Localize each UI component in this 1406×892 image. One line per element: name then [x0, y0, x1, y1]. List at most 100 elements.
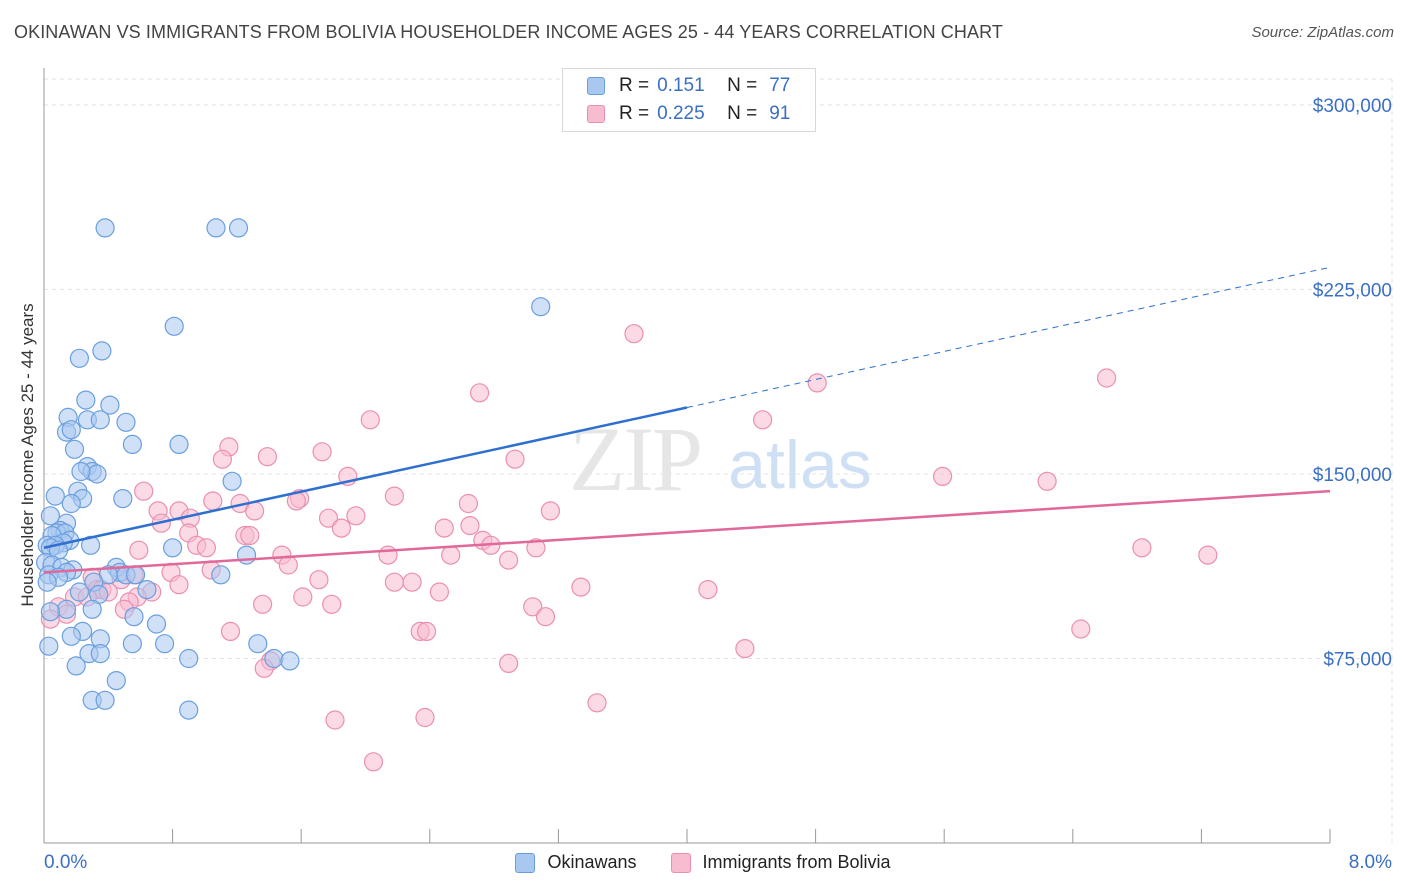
okinawan-point	[69, 348, 90, 368]
bolivia-point	[331, 518, 351, 538]
legend-row-okinawan: R = 0.151 N = 77	[587, 74, 790, 98]
bolivia-point	[253, 594, 273, 614]
bolivia-point	[312, 442, 332, 462]
bolivia-point	[526, 538, 546, 558]
bolivia-point	[293, 587, 313, 607]
okinawan-trend-line	[43, 406, 688, 549]
okinawan-point	[61, 420, 81, 440]
bolivia-point	[1096, 368, 1117, 388]
n-label: N =	[727, 75, 758, 96]
watermark-zip: ZIP	[569, 408, 701, 510]
okinawan-point	[80, 535, 101, 555]
okinawan-point	[137, 579, 157, 600]
okinawan-point	[37, 572, 57, 592]
okinawan-point	[264, 648, 284, 669]
okinawan-point	[146, 614, 167, 634]
y-tick-label: $225,000	[1313, 280, 1392, 301]
okinawan-point	[155, 634, 175, 654]
okinawan-points	[35, 218, 551, 720]
bolivia-point	[309, 570, 329, 590]
bolivia-point	[318, 508, 339, 528]
bolivia-point	[470, 383, 490, 403]
source-credit: Source: ZipAtlas.com	[1251, 24, 1394, 41]
bolivia-point	[245, 501, 265, 521]
y-tick-label: $150,000	[1313, 465, 1392, 486]
chart-title: OKINAWAN VS IMMIGRANTS FROM BOLIVIA HOUS…	[14, 22, 1003, 42]
okinawan-point	[228, 218, 249, 238]
bolivia-point	[322, 594, 342, 614]
okinawan-trend-extension	[686, 266, 1331, 409]
bolivia-point	[415, 707, 435, 728]
legend-item-okinawans[interactable]: Okinawans	[515, 852, 637, 873]
r-label: R =	[619, 103, 650, 124]
okinawan-point	[45, 486, 65, 506]
bolivia-point	[384, 486, 404, 506]
okinawan-point	[90, 643, 110, 664]
okinawan-point	[64, 439, 85, 459]
okinawan-point	[71, 461, 91, 482]
okinawan-point	[95, 690, 115, 710]
x-tick-label-min: 0.0%	[44, 852, 87, 873]
okinawan-point	[122, 634, 142, 654]
y-tick-labels: $75,000 $150,000 $225,000 $300,000	[1313, 96, 1392, 671]
bolivia-point	[1198, 545, 1218, 565]
okinawan-point	[87, 464, 107, 484]
okinawan-point	[163, 538, 183, 558]
x-tick-labels: 0.0% 8.0%	[44, 852, 1392, 873]
okinawan-point	[76, 390, 96, 410]
n-label: N =	[727, 103, 758, 124]
legend-label-bolivia: Immigrants from Bolivia	[702, 852, 891, 872]
legend-swatch-okinawan	[587, 77, 605, 95]
correlation-legend: R = 0.151 N = 77 R = 0.225 N = 91	[562, 68, 816, 132]
bolivia-point	[698, 579, 718, 600]
series-legend: Okinawans Immigrants from Bolivia	[0, 852, 1406, 873]
okinawan-point	[169, 434, 189, 454]
okinawan-point	[66, 656, 86, 676]
bolivia-point	[378, 545, 398, 565]
bolivia-point	[540, 501, 561, 521]
y-tick-label: $300,000	[1313, 96, 1392, 117]
okinawan-point	[40, 602, 61, 622]
legend-item-bolivia[interactable]: Immigrants from Bolivia	[670, 852, 891, 873]
bolivia-point	[169, 575, 189, 595]
legend-swatch-bolivia	[670, 852, 691, 873]
n-value: 91	[769, 103, 791, 124]
okinawan-point	[116, 412, 136, 432]
r-label: R =	[619, 75, 650, 96]
okinawan-point	[40, 506, 61, 526]
bolivia-point	[932, 466, 953, 486]
grid-lines	[44, 78, 1393, 843]
bolivia-point	[499, 653, 519, 674]
okinawan-point	[122, 434, 142, 454]
okinawan-point	[179, 648, 199, 669]
bolivia-point	[212, 449, 232, 469]
bolivia-trend-line	[43, 489, 1331, 574]
bolivia-point	[499, 550, 519, 570]
bolivia-point	[417, 621, 437, 642]
okinawan-point	[124, 607, 144, 627]
okinawan-point	[126, 565, 146, 585]
okinawan-point	[56, 599, 77, 619]
trend-lines	[43, 266, 1331, 574]
okinawan-point	[69, 582, 90, 602]
okinawan-point	[531, 297, 551, 317]
bolivia-point	[735, 638, 755, 659]
bolivia-point	[441, 545, 461, 565]
bolivia-point	[624, 324, 644, 344]
okinawan-point	[222, 471, 242, 491]
legend-label-okinawans: Okinawans	[547, 852, 637, 872]
bolivia-point	[196, 538, 216, 558]
bolivia-point	[458, 493, 478, 514]
legend-swatch-bolivia	[587, 105, 605, 123]
okinawan-point	[211, 565, 231, 585]
watermark: ZIP atlas	[569, 408, 872, 510]
okinawan-point	[100, 395, 120, 415]
bolivia-points	[40, 324, 1218, 772]
bolivia-point	[505, 449, 525, 469]
okinawan-point	[61, 493, 81, 514]
okinawan-point	[39, 636, 59, 656]
okinawan-point	[82, 599, 102, 619]
bolivia-point	[807, 373, 827, 393]
bolivia-point	[203, 491, 223, 511]
